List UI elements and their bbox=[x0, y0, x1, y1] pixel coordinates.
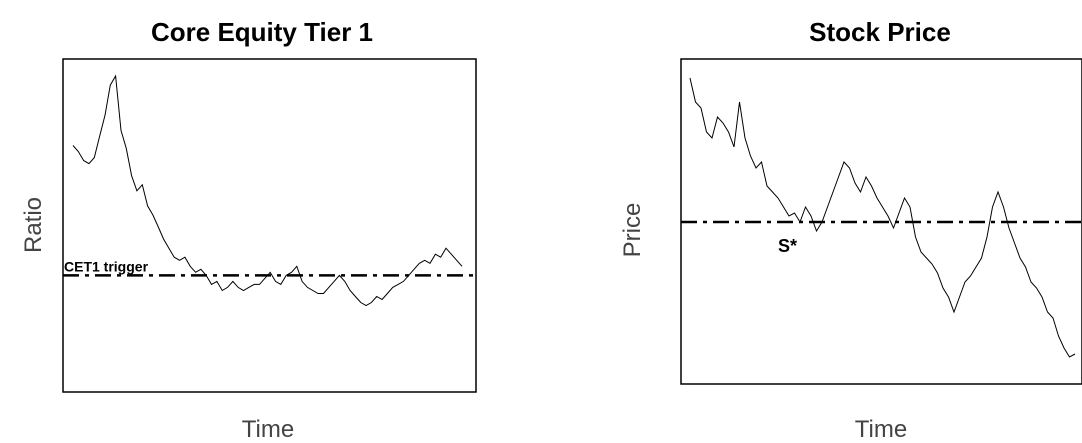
series-line bbox=[689, 77, 1076, 358]
x-axis-label: Time bbox=[242, 416, 294, 443]
chart-cet1: Core Equity Tier 1 Ratio Time CET1 trigg… bbox=[20, 17, 477, 443]
y-axis-label: Price bbox=[619, 203, 646, 258]
chart-title: Core Equity Tier 1 bbox=[151, 17, 373, 47]
y-axis-label: Ratio bbox=[20, 197, 47, 253]
series-line bbox=[72, 74, 463, 307]
x-axis-label: Time bbox=[855, 416, 907, 443]
chart-stock-price: Stock Price Price Time S* bbox=[619, 17, 1082, 443]
plot-frame bbox=[62, 58, 477, 393]
chart-title: Stock Price bbox=[809, 17, 951, 47]
threshold-label: S* bbox=[778, 236, 797, 256]
threshold-label: CET1 trigger bbox=[64, 258, 149, 274]
